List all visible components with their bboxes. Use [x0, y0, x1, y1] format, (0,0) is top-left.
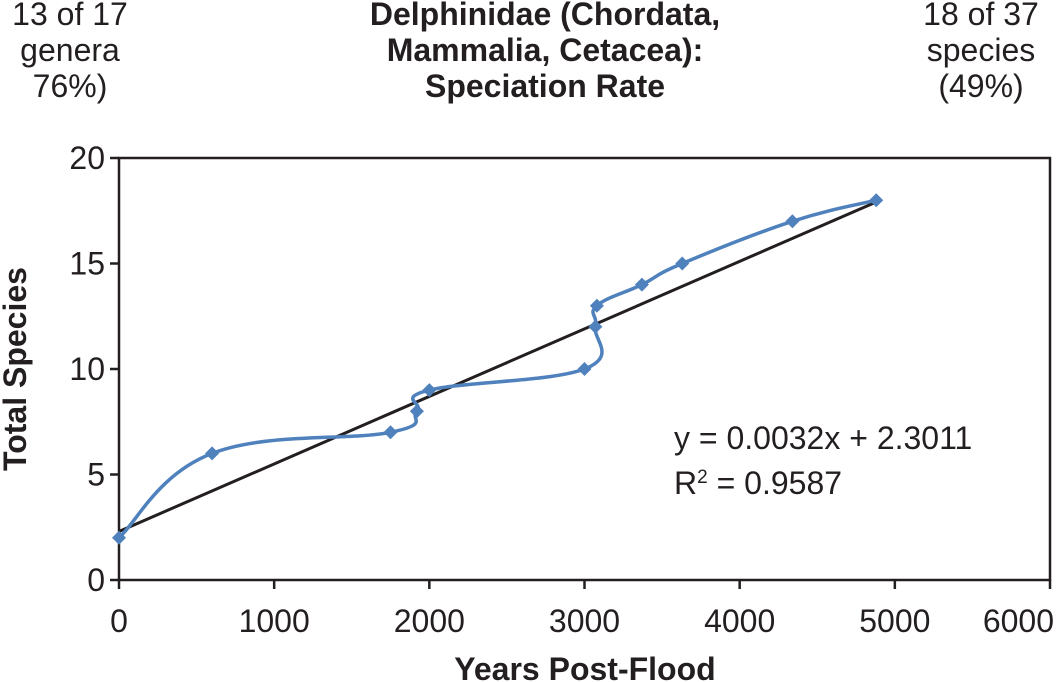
data-point-marker	[785, 214, 800, 229]
data-point-marker	[589, 298, 604, 313]
chart-title-line-3: Speciation Rate	[424, 68, 666, 104]
y-tick-label: 10	[69, 351, 105, 387]
data-point-marker	[383, 425, 398, 440]
data-point-marker	[675, 256, 690, 271]
right-annotation-line-2: species	[926, 32, 1036, 68]
x-tick-label: 3000	[549, 603, 620, 639]
right-annotation: 18 of 37 species (49%)	[906, 0, 1056, 104]
data-point-marker	[577, 362, 592, 376]
y-axis-title: Total Species	[0, 267, 33, 471]
x-tick-label: 0	[110, 603, 128, 639]
r-squared-label: R2 = 0.9587	[674, 465, 842, 501]
trendline	[118, 200, 877, 533]
chart-title-line-1: Delphinidae (Chordata,	[369, 0, 721, 32]
y-axis: 0 5 10 15 20	[69, 140, 119, 598]
x-tick-label: 5000	[859, 603, 930, 639]
left-annotation: 13 of 17 genera 76%)	[0, 0, 140, 104]
data-point-marker	[634, 277, 649, 292]
r-squared-r: R	[674, 465, 697, 501]
y-tick-label: 20	[69, 140, 105, 176]
chart-title-line-2: Mammalia, Cetacea):	[386, 32, 704, 68]
y-tick-label: 0	[87, 562, 105, 598]
x-axis: 0 1000 2000 3000 4000 5000 6000	[110, 580, 1054, 639]
x-tick-label: 2000	[394, 603, 465, 639]
x-axis-title: Years Post-Flood	[454, 651, 715, 682]
y-tick-label: 15	[69, 246, 105, 282]
r-squared-value: = 0.9587	[708, 465, 842, 501]
right-annotation-line-3: (49%)	[938, 68, 1024, 104]
x-tick-label: 1000	[239, 603, 310, 639]
data-point-marker	[112, 530, 126, 545]
chart-title: Delphinidae (Chordata, Mammalia, Cetacea…	[300, 0, 790, 104]
left-annotation-line-1: 13 of 17	[12, 0, 128, 32]
data-point-marker	[869, 193, 884, 208]
left-annotation-line-3: 76%)	[32, 68, 108, 104]
y-tick-label: 5	[87, 457, 105, 493]
trendline-equation: y = 0.0032x + 2.3011	[674, 420, 972, 456]
data-point-marker	[205, 446, 220, 461]
series-markers	[112, 193, 884, 545]
right-annotation-line-1: 18 of 37	[923, 0, 1039, 32]
left-annotation-line-2: genera	[20, 32, 120, 68]
data-point-marker	[588, 319, 603, 334]
x-tick-label: 6000	[983, 603, 1054, 639]
x-tick-label: 4000	[704, 603, 775, 639]
data-point-marker	[409, 404, 424, 419]
r-squared-superscript: 2	[697, 467, 708, 488]
data-point-marker	[422, 383, 437, 398]
